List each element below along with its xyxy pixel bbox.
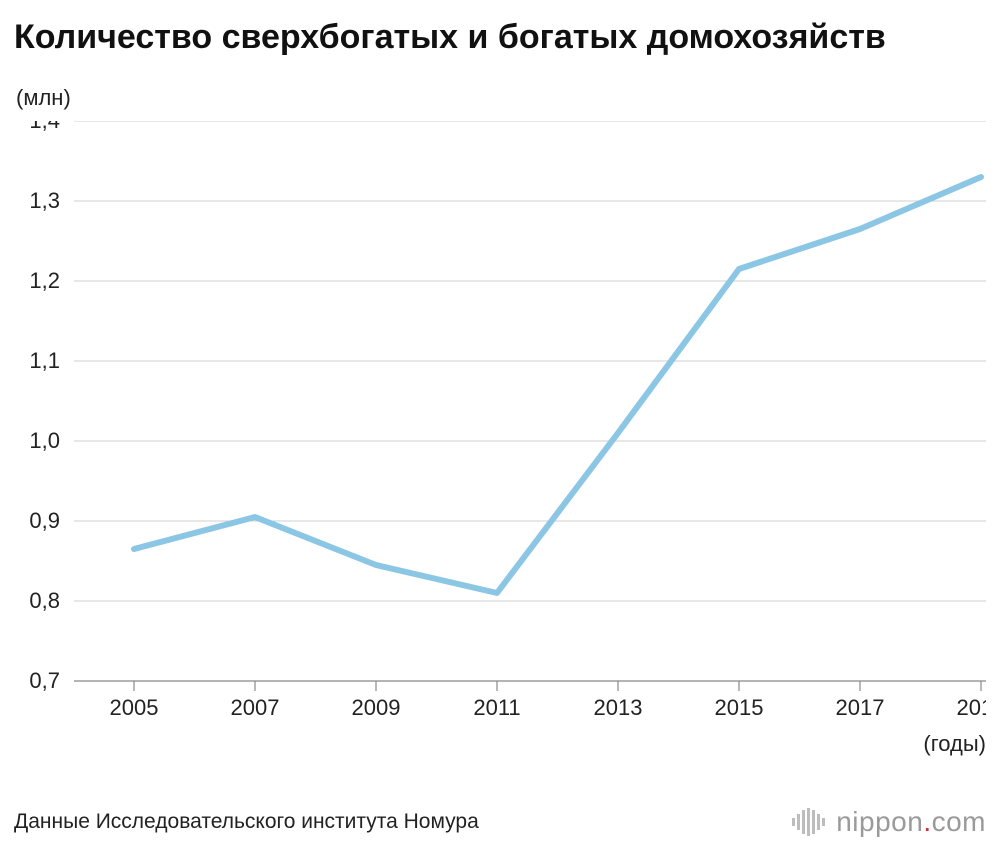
brand-dot-icon: . [923,806,931,837]
y-tick-label: 0,9 [29,508,60,533]
y-tick-label: 1,3 [29,188,60,213]
chart-title: Количество сверхбогатых и богатых домохо… [14,18,986,57]
y-tick-label: 1,2 [29,268,60,293]
y-tick-label: 0,8 [29,588,60,613]
y-tick-label: 1,0 [29,428,60,453]
x-tick-label: 2005 [110,695,159,720]
brand-bars-icon [792,808,826,836]
x-tick-label: 2009 [352,695,401,720]
chart-area: 0,7 0,8 0,9 1,0 1,1 1,2 1,3 1,4 2005 2007 2009 2011… [14,121,986,741]
x-tick-label: 2019 [957,695,986,720]
x-tick-label: 2011 [473,695,520,720]
x-axis-unit: (годы) [923,731,986,757]
data-line [134,177,981,593]
y-axis-unit: (млн) [16,85,986,111]
x-tick-label: 2017 [836,695,885,720]
line-chart-svg: 0,7 0,8 0,9 1,0 1,1 1,2 1,3 1,4 2005 2007 2009 2011… [14,121,986,741]
brand-name: nippon [836,806,923,837]
chart-container: Количество сверхбогатых и богатых домохо… [0,0,1000,856]
brand-suffix: com [932,806,986,837]
brand-text: nippon.com [836,806,986,838]
data-source: Данные Исследовательского института Ному… [14,810,479,834]
brand-logo: nippon.com [792,806,986,838]
y-tick-label: 0,7 [29,668,60,693]
y-tick-label: 1,1 [29,348,60,373]
x-tick-label: 2007 [231,695,280,720]
y-tick-label: 1,4 [29,121,60,133]
x-tick-label: 2015 [715,695,764,720]
chart-footer: Данные Исследовательского института Ному… [14,806,986,838]
x-tick-label: 2013 [594,695,643,720]
